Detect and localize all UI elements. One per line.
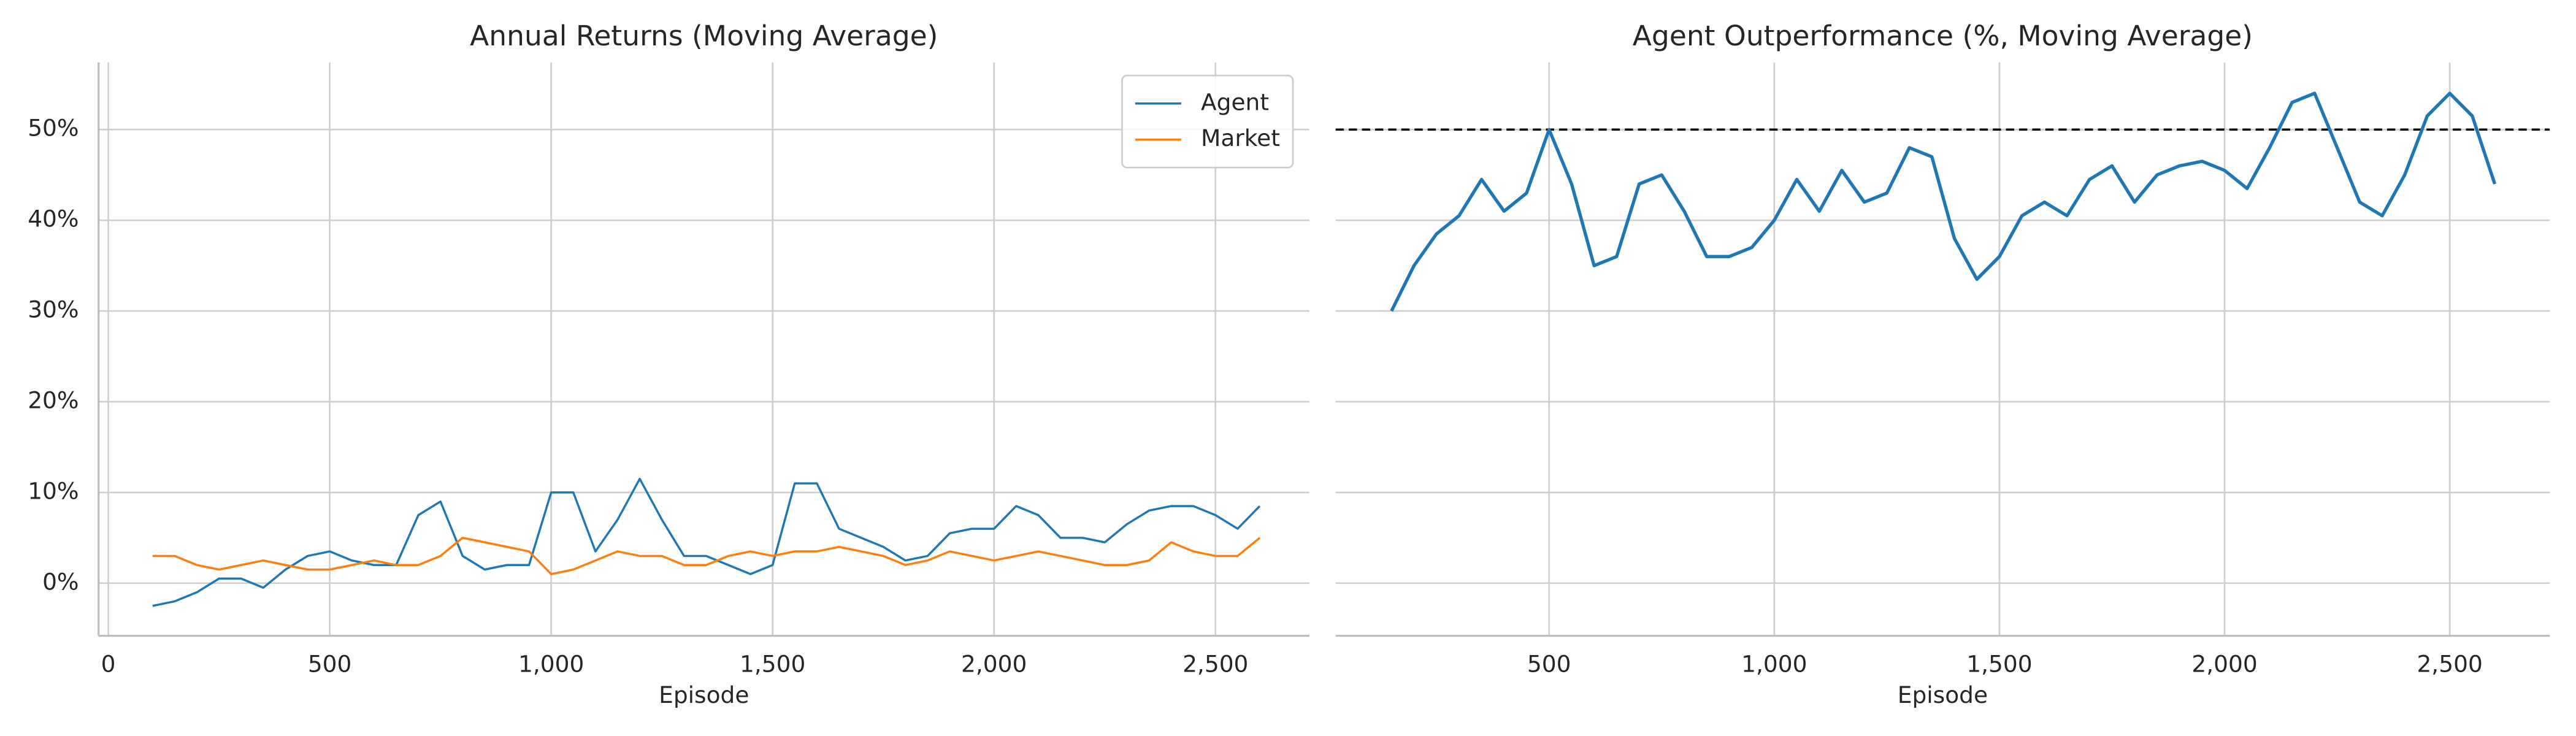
chart-title: Agent Outperformance (%, Moving Average) <box>1633 20 2253 52</box>
y-tick-label: 50% <box>28 115 79 142</box>
legend-box <box>1121 74 1294 169</box>
x-tick-label: 500 <box>308 650 352 677</box>
x-tick-label: 1,000 <box>518 650 584 677</box>
y-tick-label: 10% <box>28 477 79 504</box>
y-tick-label: 30% <box>28 296 79 323</box>
x-tick-label: 2,500 <box>1183 650 1248 677</box>
x-axis-label: Episode <box>659 681 749 708</box>
data-line <box>152 537 1261 575</box>
y-tick-label: 40% <box>28 205 79 232</box>
data-line <box>152 477 1261 607</box>
legend-label: Market <box>1201 125 1280 151</box>
data-line <box>1390 91 2497 312</box>
x-tick-label: 1,500 <box>1966 650 2032 677</box>
x-axis-label: Episode <box>1898 681 1988 708</box>
x-tick-label: 0 <box>101 650 116 677</box>
legend: Agent Market <box>1121 74 1294 169</box>
legend-label: Agent <box>1201 88 1269 115</box>
x-tick-label: 1,000 <box>1741 650 1807 677</box>
chart-title: Annual Returns (Moving Average) <box>470 20 938 52</box>
y-tick-label: 0% <box>42 568 79 595</box>
x-tick-label: 2,000 <box>961 650 1027 677</box>
x-tick-label: 1,500 <box>740 650 805 677</box>
x-tick-label: 2,500 <box>2417 650 2482 677</box>
y-tick-label: 20% <box>28 386 79 413</box>
x-tick-label: 2,000 <box>2191 650 2257 677</box>
x-tick-label: 500 <box>1527 650 1571 677</box>
